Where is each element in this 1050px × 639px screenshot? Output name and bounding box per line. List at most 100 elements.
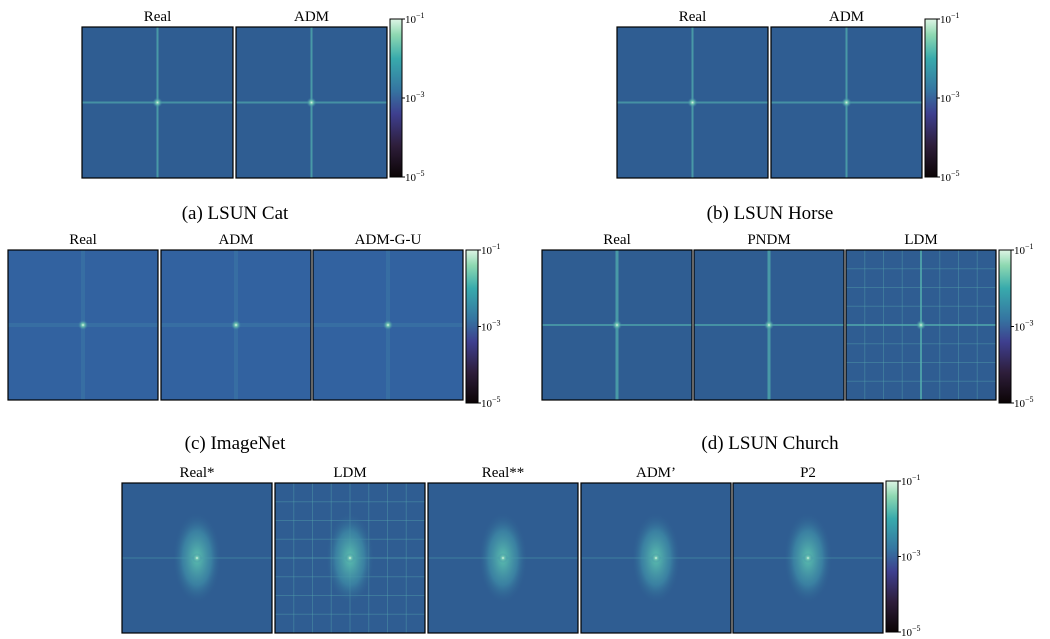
spectrum-center <box>231 320 241 330</box>
image-title: Real <box>603 232 631 248</box>
colorbar <box>885 480 899 633</box>
image-frame <box>616 26 769 179</box>
image-frame <box>235 26 388 179</box>
spectrum-center <box>152 97 163 108</box>
image-title: ADM <box>829 9 864 25</box>
tick-exponent: −1 <box>912 473 921 482</box>
image-title: LDM <box>904 232 937 248</box>
spectrum-center <box>916 320 926 330</box>
tick-exponent: −5 <box>492 395 501 404</box>
spectrum-image <box>541 249 693 401</box>
spectrum-center <box>841 97 852 108</box>
spectrum-center <box>306 97 317 108</box>
tick-base: 10 <box>901 627 913 639</box>
spectrum-image <box>160 249 312 401</box>
colorbar <box>465 249 479 404</box>
colorbar-tick-label: 10−5 <box>1014 395 1034 410</box>
tick-base: 10 <box>940 172 952 184</box>
spectrum-image <box>580 482 732 634</box>
tick-base: 10 <box>940 14 952 26</box>
colorbar-tick-label: 10−1 <box>1014 242 1034 257</box>
tick-base: 10 <box>901 552 913 564</box>
colorbar-tick-label: 10−5 <box>405 169 425 184</box>
spectrum-center <box>687 97 698 108</box>
image-frame <box>732 482 884 634</box>
tick-exponent: −1 <box>1025 242 1034 251</box>
spectrum-image <box>427 482 579 634</box>
tick-base: 10 <box>1014 245 1026 257</box>
image-frame <box>312 249 464 401</box>
spectrum-center <box>612 320 622 330</box>
colorbar <box>998 249 1012 404</box>
tick-base: 10 <box>1014 322 1026 334</box>
caption: (c) ImageNet <box>185 433 286 454</box>
spectrum-center <box>383 320 393 330</box>
spectrum-image <box>235 26 388 179</box>
spectrum-image <box>274 482 426 634</box>
tick-base: 10 <box>405 172 417 184</box>
image-frame <box>81 26 234 179</box>
tick-exponent: −3 <box>1025 319 1034 328</box>
spectrum-center <box>78 320 88 330</box>
colorbar <box>924 18 938 178</box>
image-title: Real* <box>180 465 215 481</box>
image-title: LDM <box>333 465 366 481</box>
tick-exponent: −5 <box>951 169 960 178</box>
colorbar-tick-label: 10−5 <box>940 169 960 184</box>
caption: (b) LSUN Horse <box>707 203 834 224</box>
tick-exponent: −5 <box>912 624 921 633</box>
tick-base: 10 <box>481 322 493 334</box>
tick-base: 10 <box>405 14 417 26</box>
tick-exponent: −3 <box>912 549 921 558</box>
image-frame <box>121 482 273 634</box>
image-frame <box>770 26 923 179</box>
colorbar-tick-label: 10−5 <box>901 624 921 639</box>
image-title: Real** <box>482 465 525 481</box>
tick-base: 10 <box>405 93 417 105</box>
image-frame <box>845 249 997 401</box>
image-frame <box>580 482 732 634</box>
tick-exponent: −3 <box>492 319 501 328</box>
tick-base: 10 <box>901 476 913 488</box>
colorbar-tick-label: 10−1 <box>901 473 921 488</box>
spectrum-center <box>345 553 355 563</box>
image-frame <box>160 249 312 401</box>
tick-base: 10 <box>940 93 952 105</box>
spectrum-image <box>732 482 884 634</box>
image-title: Real <box>144 9 172 25</box>
spectrum-image <box>616 26 769 179</box>
image-frame <box>541 249 693 401</box>
colorbar-tick-label: 10−1 <box>405 11 425 26</box>
image-title: ADM <box>294 9 329 25</box>
colorbar-tick-label: 10−3 <box>1014 319 1034 334</box>
image-frame <box>274 482 426 634</box>
image-title: ADM’ <box>636 465 676 481</box>
spectrum-image <box>770 26 923 179</box>
colorbar-tick-label: 10−3 <box>405 90 425 105</box>
image-title: PNDM <box>747 232 790 248</box>
caption: (d) LSUN Church <box>701 433 839 454</box>
spectrum-image <box>81 26 234 179</box>
tick-exponent: −1 <box>492 242 501 251</box>
tick-exponent: −1 <box>951 11 960 20</box>
colorbar <box>389 18 403 178</box>
image-title: ADM-G-U <box>355 232 422 248</box>
colorbar-tick-label: 10−3 <box>940 90 960 105</box>
caption: (a) LSUN Cat <box>182 203 289 224</box>
colorbar-tick-label: 10−1 <box>940 11 960 26</box>
image-frame <box>693 249 845 401</box>
image-title: P2 <box>800 465 816 481</box>
tick-exponent: −5 <box>416 169 425 178</box>
tick-exponent: −5 <box>1025 395 1034 404</box>
spectrum-center <box>803 553 813 563</box>
spectrum-center <box>192 553 202 563</box>
tick-base: 10 <box>1014 398 1026 410</box>
spectrum-center <box>764 320 774 330</box>
image-frame <box>7 249 159 401</box>
spectrum-center <box>651 553 661 563</box>
image-frame <box>427 482 579 634</box>
tick-base: 10 <box>481 398 493 410</box>
tick-exponent: −3 <box>416 90 425 99</box>
spectrum-image <box>121 482 273 634</box>
colorbar-tick-label: 10−1 <box>481 242 501 257</box>
